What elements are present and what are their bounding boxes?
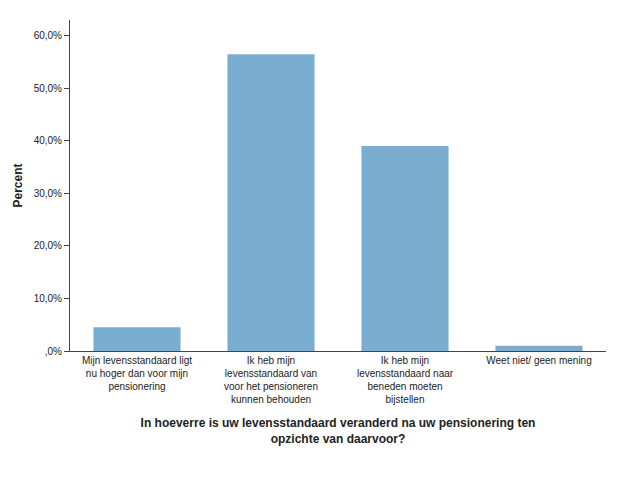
svg-text:50,0%: 50,0% <box>34 83 62 94</box>
svg-text:In hoeverre is uw levensstanda: In hoeverre is uw levensstandaard verand… <box>141 416 536 446</box>
svg-text:30,0%: 30,0% <box>34 188 62 199</box>
svg-text:Ik heb mijnlevensstandaard van: Ik heb mijnlevensstandaard vanvoor het p… <box>224 355 318 405</box>
svg-text:Ik heb mijnlevensstandaard naa: Ik heb mijnlevensstandaard naarbeneden m… <box>357 355 454 405</box>
svg-text:10,0%: 10,0% <box>34 293 62 304</box>
svg-text:60,0%: 60,0% <box>34 30 62 41</box>
svg-text:Weet niet/ geen mening: Weet niet/ geen mening <box>486 355 591 366</box>
svg-text:Percent: Percent <box>11 163 25 207</box>
svg-text:,0%: ,0% <box>45 346 62 357</box>
svg-text:Mijn levensstandaard ligtnu ho: Mijn levensstandaard ligtnu hoger dan vo… <box>82 355 192 392</box>
svg-text:40,0%: 40,0% <box>34 135 62 146</box>
svg-text:20,0%: 20,0% <box>34 240 62 251</box>
